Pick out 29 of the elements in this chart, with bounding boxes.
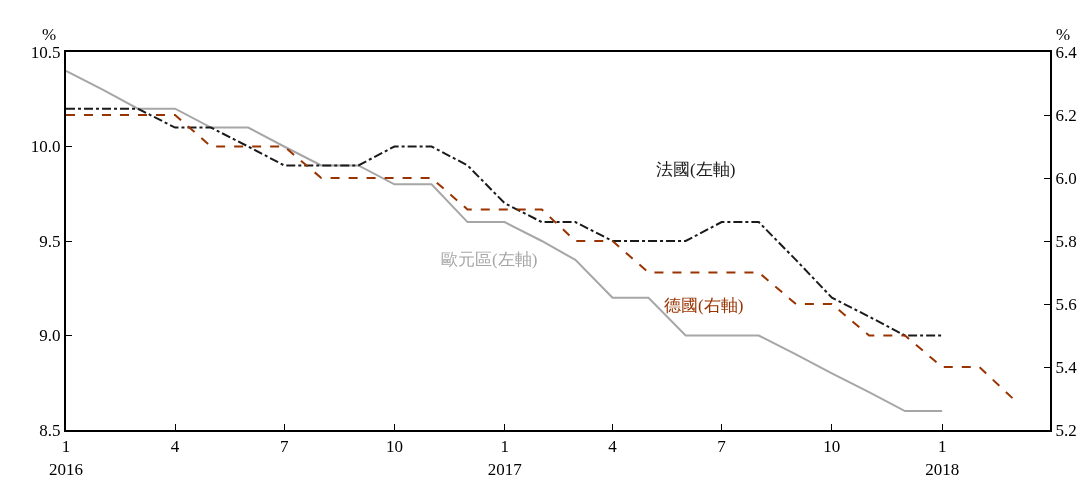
y2-tick-label: 6.2 (1055, 105, 1077, 125)
x-tick-label: 10 (823, 437, 841, 457)
y2-tick-label: 5.2 (1055, 420, 1077, 440)
y-tick-label: 8.5 (39, 420, 61, 440)
y2-tick-label: 5.6 (1055, 294, 1077, 314)
y2-axis-title: % (1056, 25, 1071, 44)
x-tick-label: 7 (279, 437, 289, 457)
x-tick-label: 10 (385, 437, 403, 457)
y2-tick-label: 5.8 (1055, 231, 1077, 251)
series-label: 德國(右軸) (664, 296, 744, 315)
line-series (66, 114, 1014, 400)
x-tick-label: 4 (608, 437, 618, 457)
x-tick-label: 1 2018 (925, 437, 960, 479)
y2-tick-label: 6.4 (1055, 42, 1078, 62)
y2-tick-label: 6.0 (1055, 168, 1077, 188)
y-tick-label: 9.0 (39, 326, 61, 346)
series-label: 歐元區(左軸) (441, 250, 538, 269)
line-series (66, 69, 944, 413)
y-tick-label: 10.5 (30, 42, 61, 62)
y-tick-label: 9.5 (39, 231, 61, 251)
y-tick-label: 10.0 (30, 137, 61, 157)
x-tick-label: 7 (717, 437, 727, 457)
y2-tick-label: 5.4 (1055, 357, 1078, 377)
x-tick-label: 4 (170, 437, 180, 457)
text: 法國(左軸) (656, 160, 736, 179)
y-axis-title: % (42, 25, 57, 44)
x-tick-label: 1 2016 (49, 437, 83, 479)
x-tick-label: 1 2017 (487, 437, 523, 479)
line-series (66, 107, 944, 337)
